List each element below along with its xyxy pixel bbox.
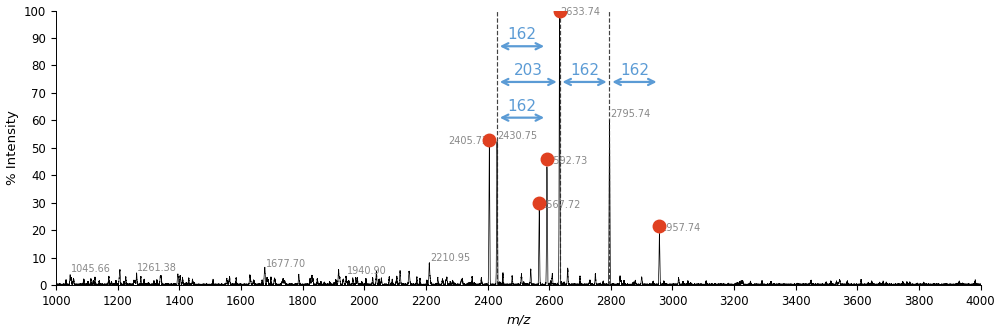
Text: 162: 162 xyxy=(570,63,599,78)
Text: 2795.74: 2795.74 xyxy=(611,109,651,119)
Text: 2567.72: 2567.72 xyxy=(540,200,581,209)
Text: 2957.74: 2957.74 xyxy=(660,223,701,233)
Text: 162: 162 xyxy=(620,63,649,78)
Text: 162: 162 xyxy=(508,99,537,114)
Text: 1045.66: 1045.66 xyxy=(71,264,111,274)
Y-axis label: % Intensity: % Intensity xyxy=(6,111,19,185)
X-axis label: m/z: m/z xyxy=(507,313,531,326)
Text: 203: 203 xyxy=(514,63,543,78)
Text: 2592.73: 2592.73 xyxy=(548,156,588,166)
Text: 2430.75: 2430.75 xyxy=(497,131,538,141)
Text: 1677.70: 1677.70 xyxy=(265,259,305,269)
Text: 2633.74: 2633.74 xyxy=(561,7,601,17)
Text: 1261.38: 1261.38 xyxy=(137,263,177,273)
Text: 2405.72: 2405.72 xyxy=(448,136,488,146)
Text: 162: 162 xyxy=(508,27,537,42)
Text: 2210.95: 2210.95 xyxy=(429,253,470,263)
Text: 1940.90: 1940.90 xyxy=(346,266,386,276)
